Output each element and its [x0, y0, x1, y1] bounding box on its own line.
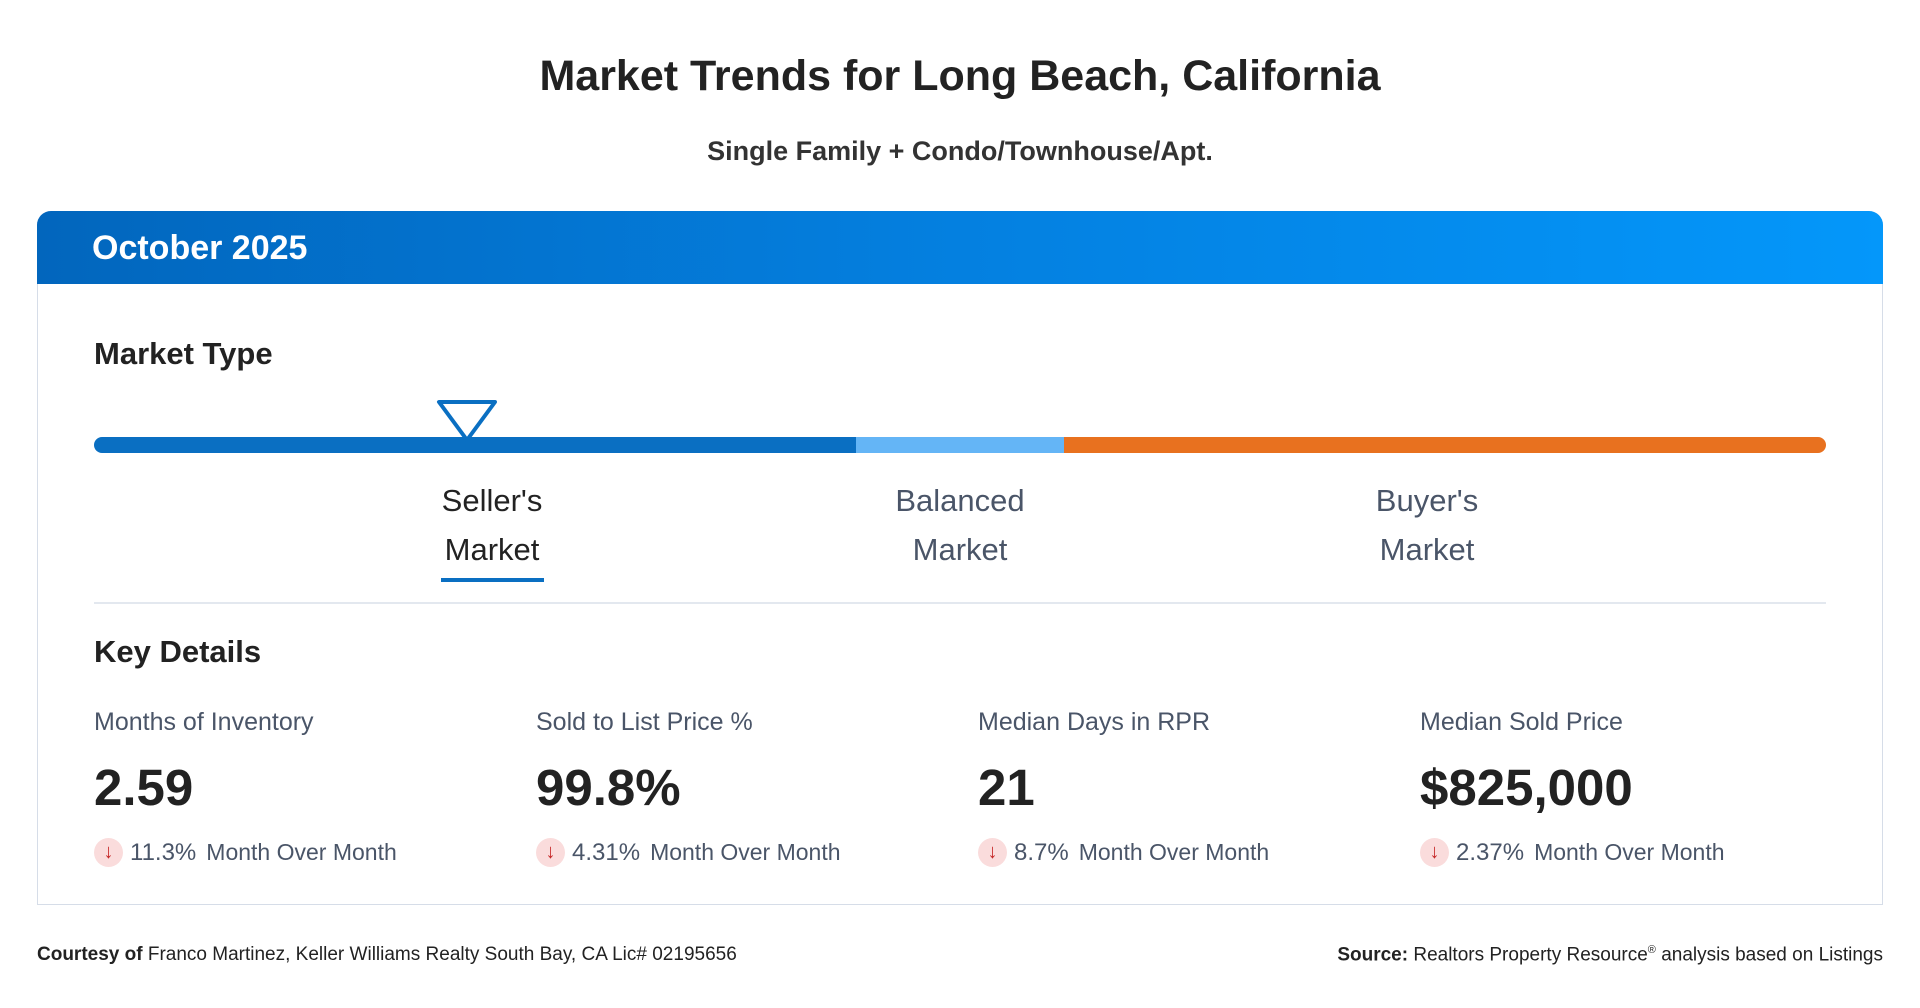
courtesy-text: Franco Martinez, Keller Williams Realty …	[147, 944, 737, 965]
registered-mark: ®	[1647, 944, 1656, 956]
page-subtitle: Single Family + Condo/Townhouse/Apt.	[707, 136, 1213, 166]
balanced-market-segment	[856, 437, 1064, 453]
arrow-down-icon: ↓	[94, 838, 123, 867]
source-label: Source:	[1337, 944, 1409, 966]
source-suffix: analysis based on Listings	[1661, 944, 1883, 966]
metric-median-days: Median Days in RPR 21 ↓ 8.7% Month Over Mo…	[978, 708, 1408, 867]
change-label: Month Over Month	[1078, 839, 1270, 865]
metric-value: 2.59	[94, 759, 194, 816]
card-header	[37, 211, 1883, 284]
courtesy-label: Courtesy of	[37, 944, 143, 965]
metric-sold-to-list: Sold to List Price % 99.8% ↓ 4.31% Month O…	[536, 708, 966, 867]
metric-value: $825,000	[1420, 759, 1633, 816]
seller-label-line2: Market	[444, 532, 540, 567]
change-percent: 2.37%	[1456, 838, 1525, 866]
change-percent: 4.31%	[572, 838, 641, 866]
change-label: Month Over Month	[650, 839, 841, 865]
active-underline	[440, 578, 544, 582]
change-label: Month Over Month	[206, 839, 397, 865]
metric-value: 21	[978, 759, 1035, 816]
balanced-label-line1: Balanced	[895, 483, 1025, 518]
metric-label: Sold to List Price %	[536, 708, 753, 736]
metric-label: Months of Inventory	[94, 708, 314, 736]
seller-market-label: Seller's Market	[382, 476, 602, 582]
buyer-market-label: Buyer's Market	[1317, 476, 1537, 574]
arrow-down-icon: ↓	[978, 838, 1007, 867]
balanced-label-line2: Market	[912, 532, 1008, 567]
source-footer: Source: Realtors Property Resource® anal…	[1337, 944, 1883, 966]
metric-months-of-inventory: Months of Inventory 2.59 ↓ 11.3% Month Ove…	[94, 708, 524, 867]
metric-change: ↓ 8.7% Month Over Month	[978, 838, 1408, 867]
metric-value: 99.8%	[536, 759, 681, 816]
metric-median-sold-price: Median Sold Price $825,000 ↓ 2.37% Month O…	[1420, 708, 1850, 867]
buyer-market-segment	[1064, 437, 1826, 453]
arrow-down-icon: ↓	[536, 838, 565, 867]
courtesy-footer: Courtesy of Franco Martinez, Keller Will…	[37, 944, 737, 966]
source-text: Realtors Property Resource	[1413, 944, 1648, 966]
period-label: October 2025	[92, 229, 308, 267]
market-indicator-triangle-icon	[437, 400, 497, 442]
metric-change: ↓ 2.37% Month Over Month	[1420, 838, 1850, 867]
key-details-heading: Key Details	[94, 634, 262, 669]
arrow-down-icon: ↓	[1420, 838, 1449, 867]
balanced-market-label: Balanced Market	[850, 476, 1070, 574]
change-label: Month Over Month	[1534, 839, 1725, 865]
buyer-label-line1: Buyer's	[1375, 483, 1479, 518]
metric-change: ↓ 11.3% Month Over Month	[94, 838, 524, 867]
metric-label: Median Sold Price	[1420, 708, 1623, 736]
section-divider	[94, 602, 1826, 604]
metric-change: ↓ 4.31% Month Over Month	[536, 838, 966, 867]
metric-label: Median Days in RPR	[978, 708, 1211, 736]
seller-label-line1: Seller's	[441, 483, 543, 518]
seller-market-segment	[94, 437, 856, 453]
change-percent: 11.3%	[130, 838, 197, 866]
page-title: Market Trends for Long Beach, California	[539, 52, 1381, 100]
market-type-heading: Market Type	[94, 336, 273, 371]
buyer-label-line2: Market	[1379, 532, 1475, 567]
change-percent: 8.7%	[1014, 838, 1069, 866]
